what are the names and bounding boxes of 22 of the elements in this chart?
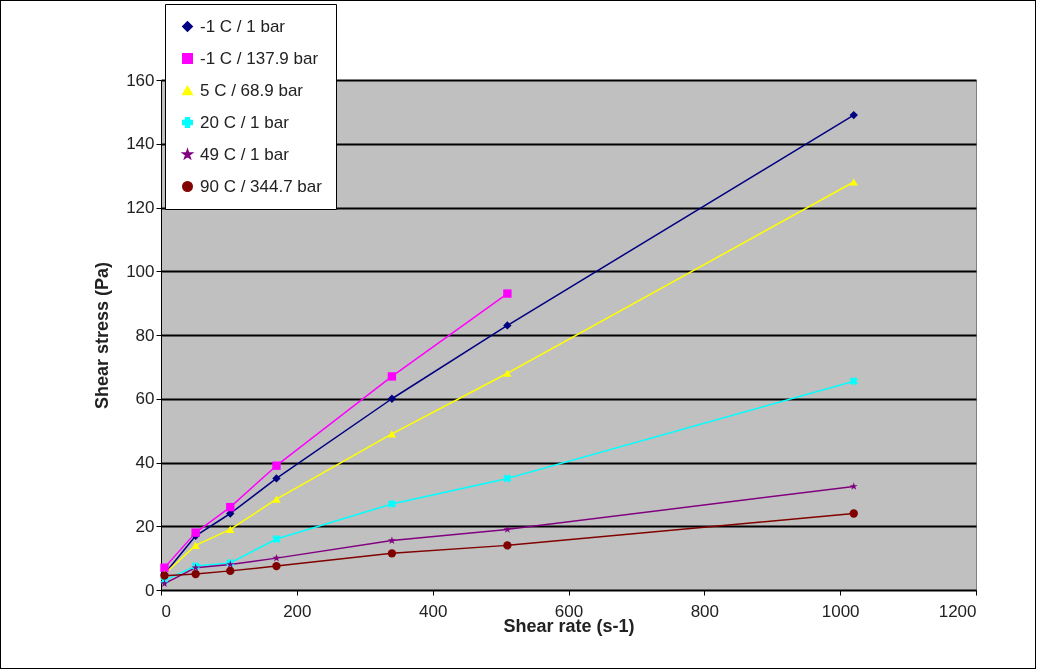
y-tick-label: 60: [135, 389, 155, 409]
y-tick-label: 120: [126, 198, 155, 217]
x-tick-label: 800: [690, 601, 720, 621]
y-tick-label: 80: [135, 325, 155, 345]
x-tick-label: 1000: [821, 601, 860, 621]
x-tick-label: 200: [283, 601, 312, 621]
x-tick-label: 400: [418, 601, 448, 621]
x-tick-label: 1200: [938, 601, 977, 621]
y-tick-label: 160: [126, 70, 155, 90]
y-tick-label: 140: [126, 134, 155, 154]
legend-label: -1 C / 1 bar: [200, 16, 286, 36]
y-tick-label: 40: [135, 453, 155, 472]
y-tick-label: 100: [126, 261, 155, 281]
y-tick-label: 0: [145, 580, 155, 600]
y-tick-label: 20: [135, 516, 155, 536]
legend-label: 5 C / 68.9 bar: [200, 80, 304, 100]
legend-label: 20 C / 1 bar: [200, 112, 290, 132]
legend-label: 90 C / 344.7 bar: [200, 176, 323, 196]
legend-label: 49 C / 1 bar: [200, 144, 290, 164]
x-tick-label: 0: [161, 601, 171, 621]
y-axis-title: Shear stress (Pa): [92, 261, 113, 410]
legend-label: -1 C / 137.9 bar: [200, 48, 319, 68]
